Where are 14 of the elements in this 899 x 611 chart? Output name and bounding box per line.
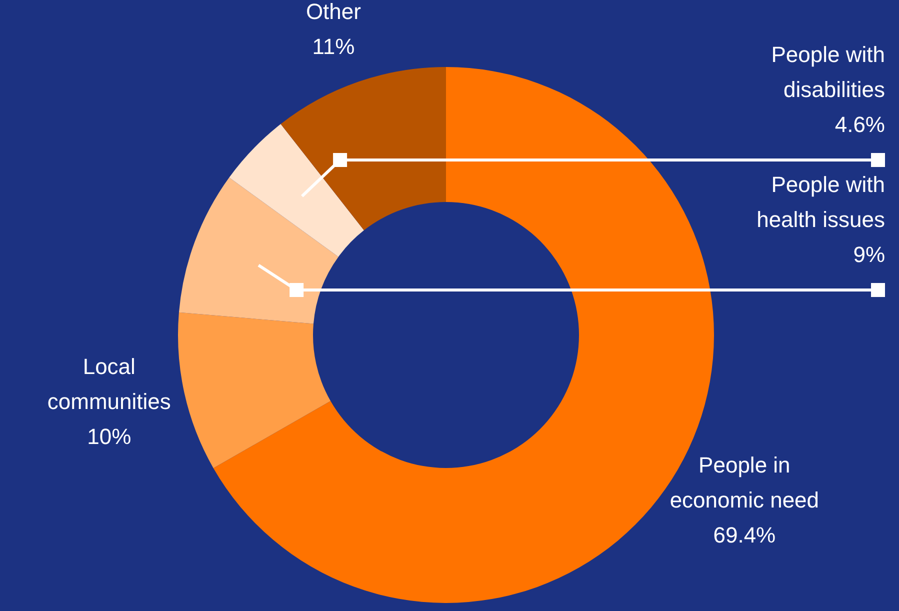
data-label: 69.4% [713,522,776,548]
donut-slice [178,312,331,468]
donut-slice [229,124,364,257]
donut-slice [280,67,446,230]
slice-label: Local communities [47,354,171,414]
slice-label: People in economic need [670,452,820,513]
slice-label: Other [306,0,361,24]
data-label: 4.6% [834,112,885,137]
slice-label: People with disabilities [771,42,885,102]
donut-slice [178,177,338,324]
data-label: 10% [87,424,132,449]
slice-label: People with health issues [756,172,885,232]
data-label: 9% [853,242,885,267]
data-label: 11% [312,34,355,59]
